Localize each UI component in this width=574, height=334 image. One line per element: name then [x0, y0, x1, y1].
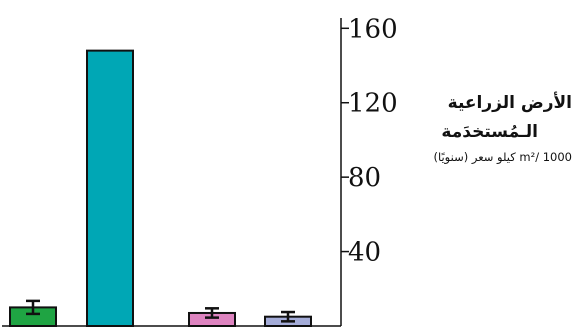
y-axis-title: الأرض الزراعية الـمُستخدَمة m²/ 1000 كيل…: [386, 88, 572, 168]
bar-group-2: [86, 49, 134, 327]
y-axis-title-units: m²/ 1000 كيلو سعر (سنويًا): [433, 150, 572, 164]
y-axis: 40 80 120 160: [2, 14, 398, 327]
y-tick-label-160: 160: [348, 14, 398, 44]
bar-group-3: [188, 307, 236, 328]
y-tick-label-120: 120: [348, 89, 398, 119]
y-tick-label-40: 40: [348, 238, 381, 268]
bar-group-4: [264, 310, 312, 327]
y-axis-title-line-1: الأرض الزراعية: [447, 93, 572, 113]
y-axis-title-line-2: الـمُستخدَمة: [441, 122, 538, 142]
y-tick-label-80: 80: [348, 163, 381, 193]
bars-layer: [9, 49, 312, 328]
bar-2: [86, 49, 134, 327]
bar-group-1: [9, 299, 57, 328]
